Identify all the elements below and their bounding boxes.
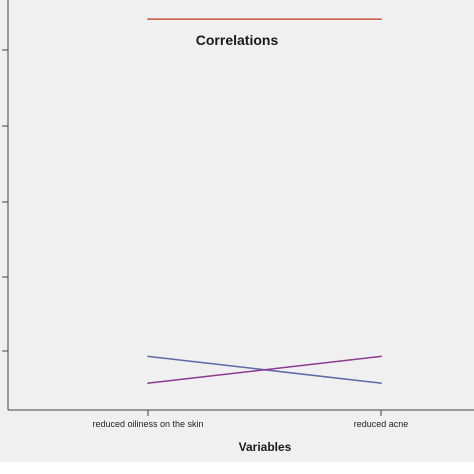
plot-frame bbox=[2, 0, 474, 411]
x-tick-label: reduced oiliness on the skin bbox=[92, 419, 203, 429]
x-tick-label: reduced acne bbox=[354, 419, 409, 429]
x-tick-layer: reduced oiliness on the skin reduced acne bbox=[92, 410, 408, 429]
data-point bbox=[147, 18, 149, 20]
bottom-strip bbox=[0, 462, 474, 474]
data-point bbox=[380, 18, 382, 20]
x-axis-title: Variables bbox=[239, 440, 292, 454]
series-layer bbox=[147, 18, 382, 384]
series-2 bbox=[147, 355, 382, 384]
series-0 bbox=[147, 18, 382, 20]
data-point bbox=[147, 355, 149, 358]
data-point bbox=[147, 382, 149, 384]
series-line bbox=[147, 355, 382, 384]
data-point bbox=[380, 382, 382, 384]
chart-title: Correlations bbox=[196, 32, 279, 48]
data-point bbox=[380, 355, 382, 358]
